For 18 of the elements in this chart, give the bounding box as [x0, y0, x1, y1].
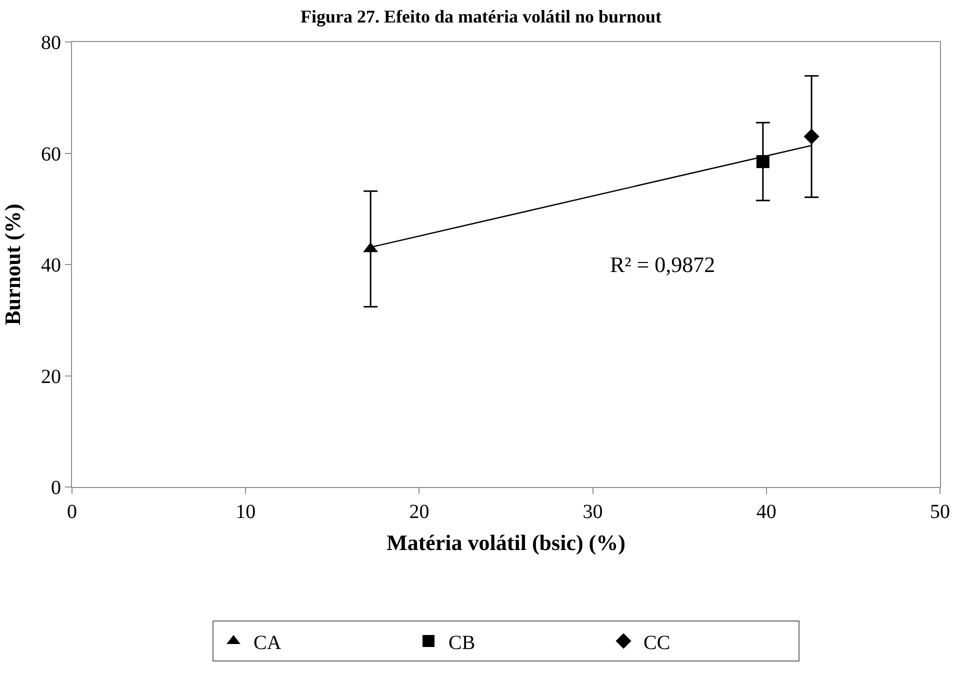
- x-tick-label: 40: [756, 501, 776, 523]
- chart-title: Figura 27. Efeito da matéria volátil no burnout: [300, 6, 662, 27]
- legend-label: CC: [644, 632, 670, 654]
- y-tick-label: 20: [41, 366, 61, 388]
- y-tick-label: 80: [41, 32, 61, 54]
- y-tick-label: 40: [41, 254, 61, 276]
- x-axis-title: Matéria volátil (bsic) (%): [386, 530, 626, 555]
- x-tick-label: 30: [582, 501, 603, 523]
- y-tick-label: 0: [51, 477, 61, 499]
- x-tick-label: 10: [236, 501, 256, 523]
- x-tick-label: 20: [409, 501, 430, 523]
- x-tick-label: 50: [930, 501, 950, 523]
- annotation: R² = 0,9872: [610, 252, 716, 277]
- y-axis-title: Burnout (%): [0, 204, 25, 326]
- legend-label: CB: [448, 632, 476, 654]
- y-tick-label: 60: [41, 143, 61, 166]
- x-tick-label: 0: [67, 501, 77, 523]
- legend-label: CA: [254, 632, 282, 654]
